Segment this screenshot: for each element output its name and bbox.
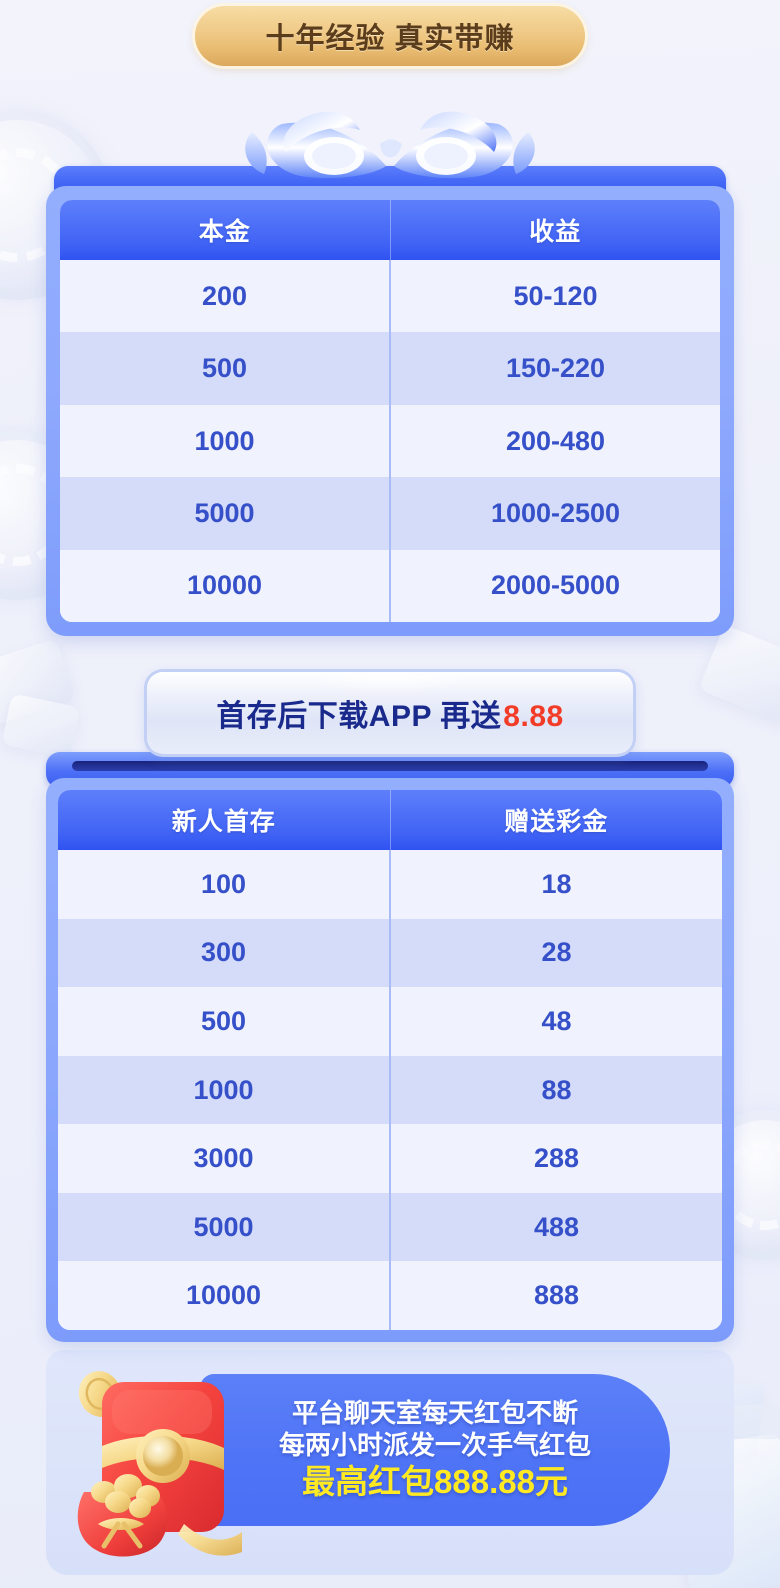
table-row: 300 28 [58, 918, 722, 988]
cell-principal: 5000 [194, 497, 255, 528]
mailbox-body: 新人首存 赠送彩金 100 18 300 28 500 48 1000 [46, 778, 734, 1342]
table-row: 3000 288 [58, 1124, 722, 1193]
gift-box-body: 本金 收益 200 50-120 500 150-220 1000 200-48… [46, 186, 734, 636]
cell-bonus: 288 [389, 1124, 722, 1193]
cell-profit: 200-480 [389, 404, 720, 478]
table-row: 5000 1000-2500 [60, 477, 720, 550]
red-packet-line-1: 平台聊天室每天红包不断 [291, 1398, 578, 1429]
cell-deposit: 3000 [193, 1143, 254, 1174]
bonus-table-body: 100 18 300 28 500 48 1000 88 3000 288 [58, 850, 722, 1330]
bonus-table-header: 新人首存 赠送彩金 [58, 790, 722, 850]
red-envelope-icon [66, 1366, 246, 1566]
table-row: 100 18 [58, 850, 722, 919]
profit-table: 本金 收益 200 50-120 500 150-220 1000 200-48… [60, 200, 720, 622]
profit-table-header: 本金 收益 [60, 200, 720, 260]
app-download-banner[interactable]: 首存后下载APP 再送8.88 [147, 672, 633, 754]
cell-profit: 150-220 [389, 332, 720, 405]
cell-bonus: 18 [389, 850, 722, 919]
top-gold-banner: 十年经验 真实带赚 [195, 6, 585, 66]
profit-header-principal: 本金 [198, 218, 251, 246]
table-row: 5000 488 [58, 1192, 722, 1262]
cell-bonus: 48 [389, 987, 722, 1056]
ribbon-bow-icon [230, 104, 550, 184]
bonus-header-bonus: 赠送彩金 [389, 790, 723, 850]
app-banner-label: 首存后下载APP 再送8.88 [216, 691, 563, 735]
cell-deposit: 500 [200, 1005, 247, 1036]
cell-deposit: 10000 [185, 1280, 262, 1311]
playing-card-decor-icon [698, 624, 780, 726]
profit-table-body: 200 50-120 500 150-220 1000 200-480 5000… [60, 260, 720, 622]
bonus-table: 新人首存 赠送彩金 100 18 300 28 500 48 1000 [58, 790, 722, 1330]
cell-profit: 2000-5000 [389, 549, 720, 622]
cell-principal: 500 [201, 353, 248, 384]
top-banner-title: 十年经验 真实带赚 [265, 23, 515, 55]
table-row: 200 50-120 [60, 260, 720, 333]
cell-bonus: 88 [389, 1055, 722, 1125]
cell-bonus: 488 [389, 1192, 722, 1262]
cell-bonus: 888 [389, 1261, 722, 1330]
table-row: 10000 888 [58, 1261, 722, 1330]
playing-card-decor-icon [1, 693, 81, 759]
table-row: 1000 200-480 [60, 404, 720, 478]
table-row: 500 150-220 [60, 332, 720, 405]
red-packet-max-amount: 最高红包888.88元 [302, 1462, 568, 1500]
cell-deposit: 100 [200, 868, 247, 899]
cell-principal: 1000 [194, 425, 255, 456]
red-packet-info-pill: 平台聊天室每天红包不断 每两小时派发一次手气红包 最高红包888.88元 [200, 1374, 670, 1526]
cell-deposit: 300 [200, 937, 247, 968]
cell-profit: 1000-2500 [389, 477, 720, 550]
cell-deposit: 5000 [193, 1211, 254, 1242]
table-row: 10000 2000-5000 [60, 549, 720, 622]
cell-bonus: 28 [389, 918, 722, 988]
mailbox-slot [72, 761, 708, 771]
app-banner-text: 首存后下载APP 再送 [216, 700, 502, 733]
bonus-header-deposit: 新人首存 [171, 808, 276, 836]
app-banner-amount: 8.88 [503, 700, 564, 733]
profit-header-profit: 收益 [389, 200, 721, 260]
cell-principal: 200 [201, 280, 248, 311]
cell-principal: 10000 [186, 570, 263, 601]
table-row: 1000 88 [58, 1055, 722, 1125]
bonus-gift-card: 新人首存 赠送彩金 100 18 300 28 500 48 1000 [46, 752, 734, 1342]
red-packet-line-2: 每两小时派发一次手气红包 [278, 1430, 591, 1461]
cell-deposit: 1000 [193, 1074, 254, 1105]
playing-card-decor-icon [0, 638, 76, 726]
cell-profit: 50-120 [389, 260, 720, 333]
profit-gift-card: 本金 收益 200 50-120 500 150-220 1000 200-48… [46, 166, 734, 636]
table-row: 500 48 [58, 987, 722, 1056]
